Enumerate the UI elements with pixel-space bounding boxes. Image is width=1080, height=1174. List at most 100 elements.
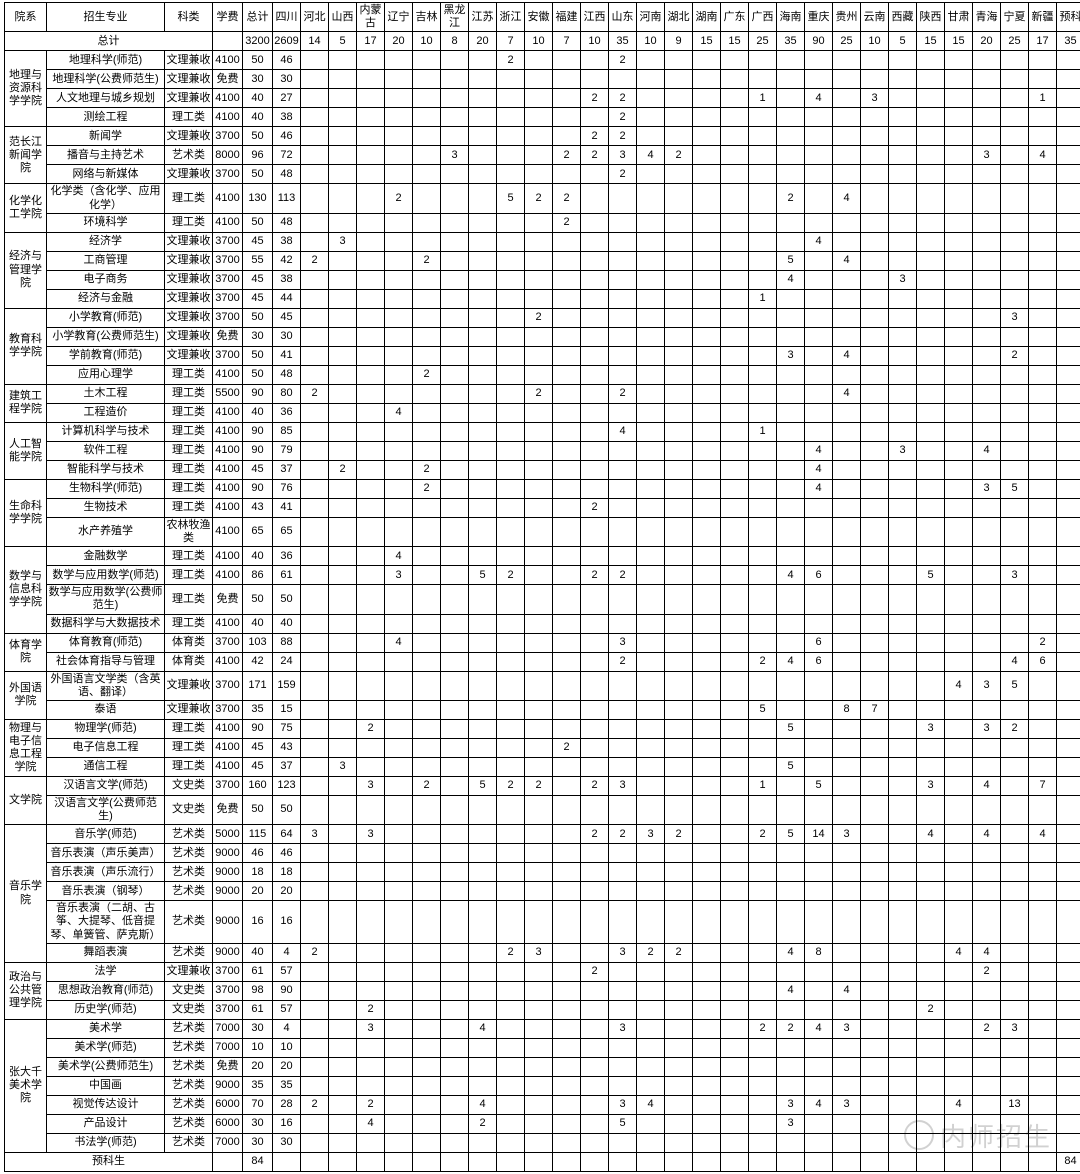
value-cell	[889, 308, 917, 327]
value-cell: 5	[777, 719, 805, 738]
value-cell	[413, 566, 441, 585]
value-cell	[385, 1133, 413, 1152]
value-cell	[693, 700, 721, 719]
value-cell	[861, 422, 889, 441]
value-cell	[721, 738, 749, 757]
value-cell	[609, 901, 637, 944]
foot-cell	[749, 1152, 777, 1171]
value-cell	[301, 184, 329, 213]
cat-cell: 理工类	[165, 757, 213, 776]
value-cell	[917, 1057, 945, 1076]
value-cell	[301, 719, 329, 738]
value-cell: 2	[1001, 346, 1029, 365]
value-cell	[385, 346, 413, 365]
value-cell	[385, 498, 413, 517]
value-cell	[553, 460, 581, 479]
value-cell: 4	[833, 251, 861, 270]
value-cell	[945, 232, 973, 251]
value-cell: 4	[273, 943, 301, 962]
value-cell	[525, 882, 553, 901]
totals-cell: 8	[441, 32, 469, 51]
cat-cell: 文史类	[165, 981, 213, 1000]
value-cell: 4	[385, 547, 413, 566]
value-cell	[469, 795, 497, 824]
value-cell	[525, 517, 553, 546]
value-cell: 4	[945, 943, 973, 962]
value-cell	[553, 652, 581, 671]
major-cell: 外国语言文学类（含英语、翻译）	[47, 671, 165, 700]
value-cell	[693, 614, 721, 633]
fee-cell: 3700	[213, 289, 243, 308]
value-cell	[917, 479, 945, 498]
value-cell	[637, 270, 665, 289]
value-cell	[469, 614, 497, 633]
value-cell	[693, 981, 721, 1000]
value-cell	[357, 943, 385, 962]
value-cell	[833, 517, 861, 546]
value-cell	[889, 422, 917, 441]
major-cell: 泰语	[47, 700, 165, 719]
fee-cell: 7000	[213, 1133, 243, 1152]
value-cell	[721, 901, 749, 944]
value-cell	[1029, 1019, 1057, 1038]
value-cell	[777, 441, 805, 460]
value-cell	[385, 365, 413, 384]
major-cell: 经济与金融	[47, 289, 165, 308]
value-cell: 5	[805, 776, 833, 795]
value-cell	[1001, 981, 1029, 1000]
value-cell	[1001, 365, 1029, 384]
value-cell	[1057, 844, 1080, 863]
value-cell	[469, 146, 497, 165]
value-cell	[1057, 51, 1080, 70]
value-cell	[693, 232, 721, 251]
table-row: 美术学(师范)艺术类70001010	[5, 1038, 1080, 1057]
value-cell	[609, 1133, 637, 1152]
value-cell	[833, 566, 861, 585]
value-cell	[441, 441, 469, 460]
value-cell	[1001, 498, 1029, 517]
value-cell	[525, 232, 553, 251]
cat-cell: 文理兼收	[165, 251, 213, 270]
value-cell	[665, 460, 693, 479]
col-prov-25: 青海	[973, 3, 1001, 32]
value-cell	[1029, 1076, 1057, 1095]
value-cell	[441, 365, 469, 384]
value-cell	[637, 346, 665, 365]
value-cell	[385, 882, 413, 901]
value-cell	[665, 719, 693, 738]
value-cell	[301, 1133, 329, 1152]
value-cell	[301, 270, 329, 289]
value-cell	[1001, 251, 1029, 270]
cat-cell: 理工类	[165, 585, 213, 614]
value-cell	[357, 1038, 385, 1057]
value-cell: 4	[385, 403, 413, 422]
value-cell	[637, 232, 665, 251]
value-cell	[385, 479, 413, 498]
value-cell	[525, 1076, 553, 1095]
value-cell	[665, 757, 693, 776]
value-cell	[329, 422, 357, 441]
foot-cell	[1001, 1152, 1029, 1171]
value-cell	[749, 251, 777, 270]
value-cell	[637, 441, 665, 460]
value-cell	[833, 365, 861, 384]
value-cell	[889, 232, 917, 251]
value-cell	[385, 422, 413, 441]
value-cell	[525, 289, 553, 308]
value-cell	[749, 1095, 777, 1114]
value-cell	[637, 517, 665, 546]
value-cell: 4	[1029, 146, 1057, 165]
value-cell	[1001, 384, 1029, 403]
value-cell: 8	[805, 943, 833, 962]
value-cell: 2	[609, 89, 637, 108]
value-cell	[497, 270, 525, 289]
value-cell	[1001, 700, 1029, 719]
value-cell	[1001, 776, 1029, 795]
value-cell	[469, 232, 497, 251]
value-cell	[861, 289, 889, 308]
total-cell: 45	[243, 460, 273, 479]
value-cell	[637, 213, 665, 232]
value-cell: 80	[273, 384, 301, 403]
value-cell	[693, 825, 721, 844]
value-cell	[413, 441, 441, 460]
